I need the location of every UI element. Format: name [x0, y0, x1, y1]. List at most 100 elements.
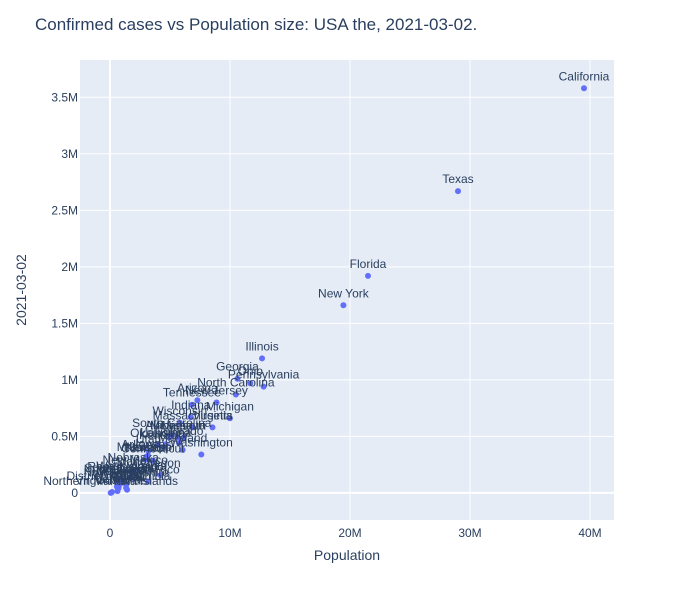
data-point-label: Pennsylvania: [228, 368, 300, 382]
data-point-label: Puerto Rico: [117, 463, 180, 477]
data-point-label: Maine: [110, 469, 143, 483]
data-point-label: Indiana: [171, 398, 211, 412]
data-point[interactable]: [128, 474, 135, 481]
data-point[interactable]: [187, 414, 194, 421]
data-point-label: Ohio: [238, 364, 264, 378]
data-point-label: Illinois: [245, 339, 278, 353]
data-point[interactable]: [145, 478, 152, 485]
x-axis-title: Population: [314, 547, 380, 563]
data-point-label: Georgia: [216, 360, 259, 374]
y-tick-label: 2.5M: [51, 203, 78, 217]
x-tick-label: 10M: [218, 526, 241, 540]
data-point-label: North Dakota: [84, 463, 155, 477]
data-point-label: Massachusetts: [153, 408, 233, 422]
data-point[interactable]: [176, 440, 183, 447]
data-point[interactable]: [247, 380, 254, 387]
y-tick-label: 3.5M: [51, 90, 78, 104]
data-point[interactable]: [145, 448, 152, 455]
data-point[interactable]: [107, 489, 114, 496]
data-point[interactable]: [165, 434, 172, 441]
data-point[interactable]: [180, 434, 187, 441]
plot-area: [80, 60, 614, 520]
data-point-label: South Carolina: [132, 416, 212, 430]
data-point[interactable]: [174, 434, 181, 441]
data-point[interactable]: [123, 484, 130, 491]
data-point[interactable]: [581, 85, 587, 92]
data-point[interactable]: [260, 383, 267, 390]
data-points: [107, 85, 587, 496]
y-axis-title: 2021-03-02: [13, 254, 29, 326]
data-point[interactable]: [114, 488, 121, 495]
data-point[interactable]: [365, 272, 371, 279]
data-point[interactable]: [340, 302, 347, 309]
data-point[interactable]: [160, 444, 167, 451]
data-point[interactable]: [157, 472, 164, 479]
y-tick-label: 0: [71, 486, 78, 500]
data-point-label: District of Columbia: [66, 469, 170, 483]
data-point-label: Virgin Islands: [75, 474, 147, 488]
chart-title: Confirmed cases vs Population size: USA …: [35, 15, 477, 34]
data-point[interactable]: [143, 456, 150, 463]
data-point-label: Delaware: [96, 464, 147, 478]
x-tick-label: 30M: [458, 526, 481, 540]
data-point[interactable]: [226, 415, 233, 422]
data-point-label: Mississippi: [117, 440, 175, 454]
data-point-label: California: [559, 69, 610, 83]
data-point-label: Montana: [99, 463, 146, 477]
gridlines: [80, 60, 614, 520]
data-point-label: Arizona: [177, 381, 218, 395]
data-point-label: Nebraska: [107, 451, 159, 465]
data-point-label: Northern Mariana Islands: [43, 474, 178, 488]
y-tick-label: 0.5M: [51, 429, 78, 443]
data-point-label: Guam: [96, 473, 129, 487]
data-point-label: Oregon: [141, 456, 181, 470]
data-point-label: Kentucky: [139, 428, 188, 442]
data-point-label: Hawaii: [109, 471, 145, 485]
data-point-label: Minnesota: [150, 418, 206, 432]
data-point[interactable]: [176, 419, 183, 426]
x-axis-ticks: 0 10M 20M 30M 40M: [107, 526, 602, 540]
data-point-label: Idaho: [116, 454, 146, 468]
data-point-label: Maryland: [158, 431, 207, 445]
data-point[interactable]: [154, 441, 161, 448]
y-tick-label: 1M: [61, 373, 78, 387]
data-point-label: West Virginia: [96, 459, 167, 473]
data-point-label: Alaska: [101, 467, 137, 481]
data-point[interactable]: [188, 401, 195, 408]
data-point[interactable]: [198, 451, 205, 458]
data-point[interactable]: [455, 188, 461, 195]
data-point-label: Florida: [350, 257, 387, 271]
data-point-label: Missouri: [161, 418, 206, 432]
data-labels: California Texas Florida New York Illinois Ge…: [43, 69, 609, 488]
y-tick-label: 2M: [61, 260, 78, 274]
data-point[interactable]: [209, 424, 216, 431]
data-point[interactable]: [189, 424, 196, 431]
data-point-label: New Jersey: [185, 383, 248, 397]
data-point[interactable]: [128, 470, 135, 477]
y-tick-label: 3M: [61, 147, 78, 161]
data-point-label: New York: [318, 286, 370, 300]
data-point-label: North Carolina: [197, 376, 275, 390]
data-point-label: Washington: [170, 435, 233, 449]
data-point[interactable]: [149, 457, 156, 464]
data-point-label: Iowa: [135, 437, 161, 451]
data-point[interactable]: [213, 399, 220, 406]
data-point[interactable]: [194, 397, 201, 404]
data-point-label: Wyoming: [92, 468, 142, 482]
data-point-label: Tennessee: [163, 386, 221, 400]
data-point-label: Virginia: [193, 408, 233, 422]
data-point[interactable]: [234, 375, 241, 382]
data-point-label: Kansas: [125, 441, 165, 455]
data-point-label: Michigan: [206, 399, 254, 413]
data-point[interactable]: [259, 355, 266, 362]
data-point-label: Arkansas: [121, 438, 171, 452]
x-tick-label: 0: [107, 526, 114, 540]
y-axis-ticks: 0 0.5M 1M 1.5M 2M 2.5M 3M 3.5M: [51, 90, 78, 500]
data-point[interactable]: [179, 446, 186, 453]
data-point[interactable]: [232, 391, 239, 398]
data-point-label: Colorado: [155, 424, 204, 438]
data-point-label: South Dakota: [84, 461, 157, 475]
data-point-label: Oklahoma: [130, 426, 185, 440]
data-point-label: New Mexico: [103, 453, 169, 467]
x-tick-label: 20M: [338, 526, 361, 540]
